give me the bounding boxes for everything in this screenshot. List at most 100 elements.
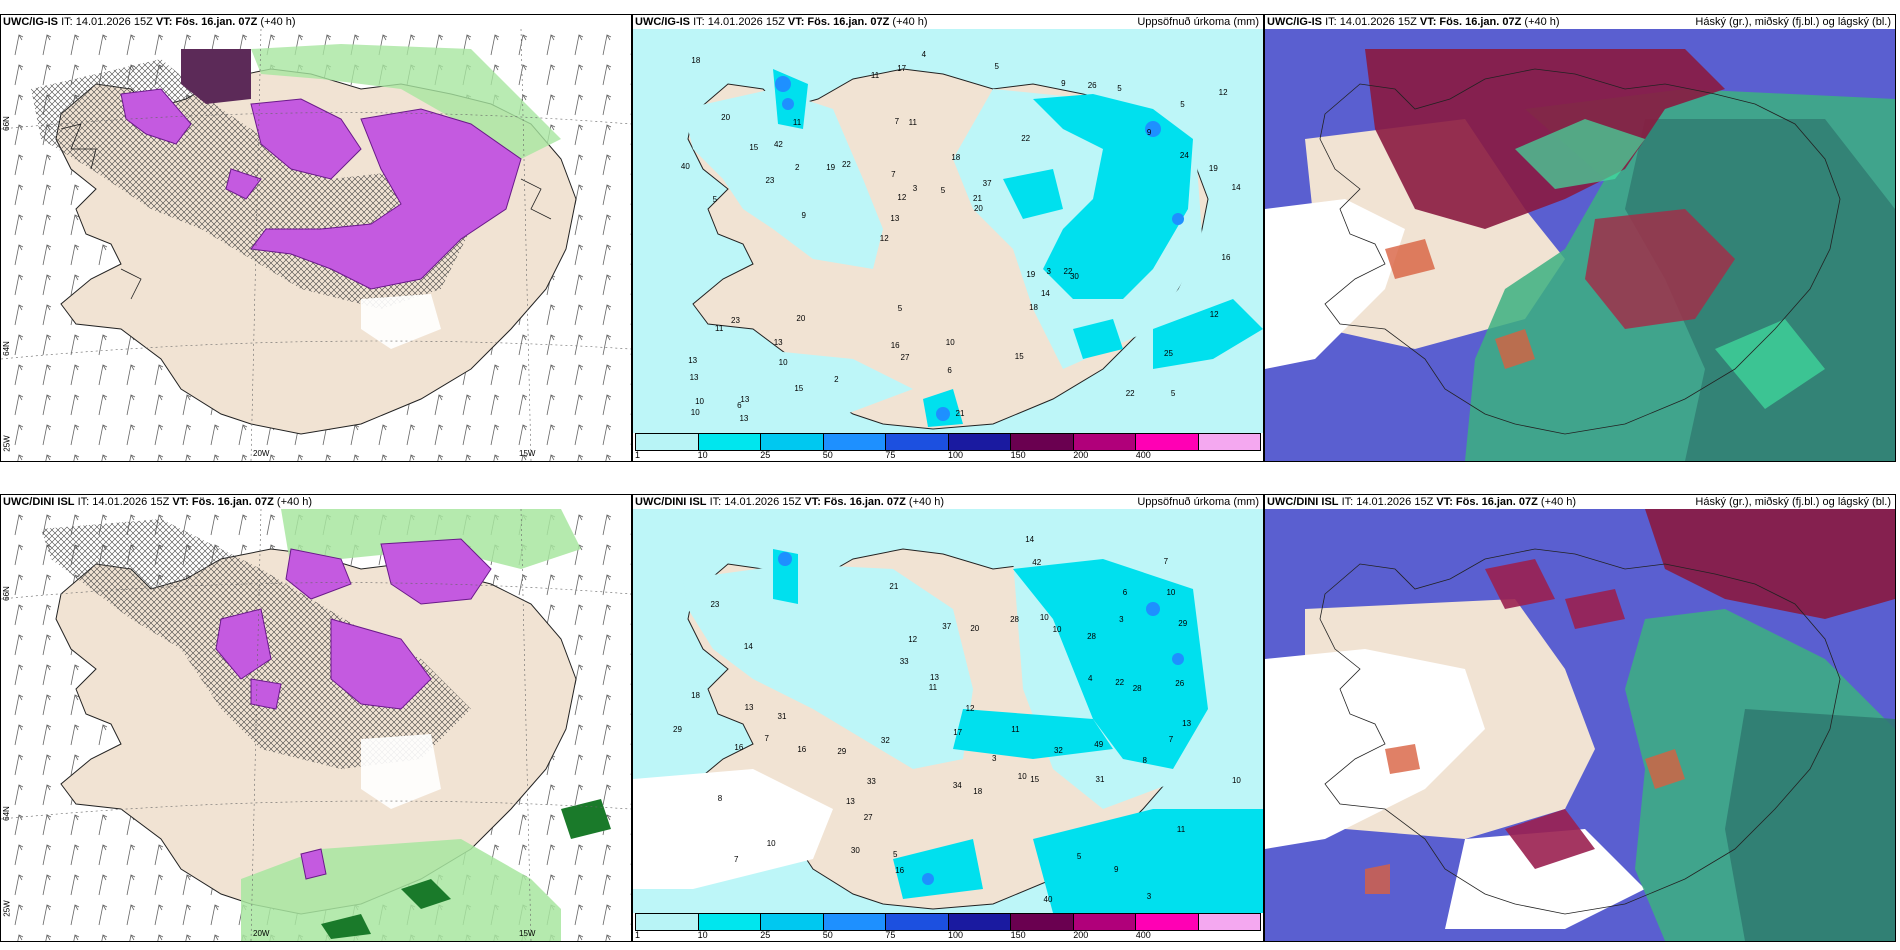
legend-tick: 75 bbox=[885, 930, 896, 940]
precip-value-label: 37 bbox=[982, 179, 992, 189]
precip-value-label: 3 bbox=[1046, 266, 1051, 276]
precip-value-label: 10 bbox=[945, 337, 955, 347]
precip-value-label: 22 bbox=[841, 160, 851, 170]
precip-blue-spots bbox=[775, 76, 1184, 421]
map-area bbox=[1265, 29, 1895, 461]
precip-value-label: 13 bbox=[744, 702, 754, 712]
precip-value-label: 8 bbox=[1142, 755, 1147, 765]
model-name: UWC/DINI ISL bbox=[635, 496, 707, 508]
precip-value-label: 18 bbox=[1029, 303, 1038, 313]
legend-tick: 75 bbox=[885, 450, 896, 460]
precip-cyan-areas bbox=[773, 69, 1263, 427]
lon-label-20: 20W bbox=[253, 929, 270, 938]
mid-cloud-red-2 bbox=[1585, 209, 1735, 329]
lon-label-15: 15W bbox=[519, 929, 536, 938]
precip-value-label: 10 bbox=[766, 838, 776, 848]
precip-value-label: 5 bbox=[1170, 389, 1176, 399]
panel-header: UWC/DINI ISL IT: 14.01.2026 15Z VT: Fös.… bbox=[1, 495, 631, 509]
precip-value-label: 15 bbox=[1014, 352, 1024, 362]
precip-value-label: 32 bbox=[1053, 746, 1063, 756]
precip-value-label: 9 bbox=[1146, 128, 1152, 138]
precip-value-label: 11 bbox=[1176, 824, 1186, 834]
precip-value-label: 28 bbox=[1132, 684, 1142, 694]
precip-value-label: 20 bbox=[970, 624, 980, 634]
precip-value-label: 31 bbox=[777, 711, 787, 721]
precip-value-label: 12 bbox=[908, 634, 918, 644]
precip-value-label: 12 bbox=[965, 704, 975, 714]
precip-value-label: 40 bbox=[680, 162, 690, 172]
map-svg bbox=[1, 508, 631, 941]
precip-value-label: 11 bbox=[1011, 724, 1020, 734]
precip-value-label: 10 bbox=[1166, 587, 1176, 597]
precip-value-label: 17 bbox=[897, 63, 907, 73]
panel-ig-clouds: UWC/IG-IS IT: 14.01.2026 15Z VT: Fös. 16… bbox=[1264, 14, 1896, 462]
panel-subtitle: Háský (gr.), miðský (fj.bl.) og lágský (… bbox=[1695, 16, 1891, 28]
red-spots bbox=[1485, 559, 1625, 869]
precip-value-label: 16 bbox=[797, 745, 807, 755]
precip-value-label: 6 bbox=[947, 365, 952, 375]
high-cloud-dark-teal bbox=[1725, 709, 1895, 941]
map-area: 66N 64N 25W 20W 15W bbox=[1, 28, 631, 461]
white-area bbox=[1265, 199, 1405, 369]
precip-value-label: 24 bbox=[1179, 150, 1189, 160]
init-time: IT: 14.01.2026 15Z bbox=[1341, 496, 1434, 508]
precip-value-label: 10 bbox=[1231, 776, 1241, 786]
precip-value-label: 7 bbox=[734, 854, 739, 864]
precip-value-label: 16 bbox=[895, 866, 905, 876]
green-precip bbox=[251, 44, 561, 159]
dark-purple-area bbox=[181, 49, 251, 104]
legend-ticks: 1 10 25 50 75 100 150 200 400 bbox=[635, 929, 1261, 941]
precip-value-label: 21 bbox=[889, 581, 899, 591]
precip-value-label: 23 bbox=[731, 316, 740, 326]
precip-value-label: 22 bbox=[1115, 677, 1125, 687]
precip-value-label: 31 bbox=[1095, 775, 1105, 785]
lon-label-25: 25W bbox=[2, 900, 12, 917]
precip-value-label: 14 bbox=[743, 642, 753, 652]
map-area bbox=[1265, 509, 1895, 941]
precip-value-label: 17 bbox=[953, 728, 963, 738]
valid-time: VT: Fös. 16.jan. 07Z bbox=[1419, 16, 1522, 28]
high-cloud-dark-teal bbox=[1625, 119, 1895, 461]
lat-label-66: 66N bbox=[1, 586, 11, 601]
legend-color-bar bbox=[635, 433, 1261, 451]
lead-time: (+40 h) bbox=[260, 16, 296, 28]
coastline-detail bbox=[60, 123, 552, 300]
panel-header: UWC/IG-IS IT: 14.01.2026 15Z VT: Fös. 16… bbox=[1265, 15, 1895, 29]
precip-value-label: 13 bbox=[688, 356, 698, 366]
precip-value-label: 9 bbox=[801, 211, 806, 221]
panel-ig-precip: UWC/IG-IS IT: 14.01.2026 15Z VT: Fös. 16… bbox=[632, 14, 1264, 462]
precip-value-label: 42 bbox=[773, 140, 783, 150]
model-name: UWC/DINI ISL bbox=[3, 496, 75, 508]
precip-value-label: 33 bbox=[899, 657, 909, 667]
grid-lines bbox=[1, 28, 631, 461]
precip-value-label: 18 bbox=[691, 55, 701, 65]
precip-value-label: 10 bbox=[778, 357, 788, 367]
precip-value-label: 13 bbox=[930, 673, 939, 683]
precip-blue-spots bbox=[778, 552, 1184, 885]
precip-value-label: 13 bbox=[890, 213, 900, 223]
orange-spots bbox=[1365, 744, 1685, 894]
precip-value-label: 19 bbox=[1026, 269, 1036, 279]
init-time: IT: 14.01.2026 15Z bbox=[709, 496, 802, 508]
precip-value-label: 6 bbox=[737, 400, 742, 410]
precip-legend: 1 10 25 50 75 100 150 200 400 bbox=[633, 433, 1263, 461]
precip-value-label: 5 bbox=[1117, 84, 1122, 94]
precip-value-label: 34 bbox=[952, 781, 962, 791]
precip-value-label: 18 bbox=[691, 690, 700, 700]
valid-time: VT: Fös. 16.jan. 07Z bbox=[155, 16, 258, 28]
valid-time: VT: Fös. 16.jan. 07Z bbox=[804, 496, 906, 508]
precip-value-label: 49 bbox=[1094, 740, 1104, 750]
precip-value-label: 13 bbox=[739, 414, 749, 424]
precip-value-label: 13 bbox=[1182, 719, 1192, 729]
precip-value-label: 8 bbox=[717, 794, 723, 804]
lead-time: (+40 h) bbox=[1524, 16, 1560, 28]
precip-value-label: 26 bbox=[1087, 81, 1097, 91]
precip-value-label: 5 bbox=[897, 303, 903, 313]
precip-value-label: 3 bbox=[1119, 614, 1124, 624]
precip-value-label: 9 bbox=[1061, 79, 1066, 89]
precip-value-label: 21 bbox=[955, 409, 965, 419]
precip-value-label: 9 bbox=[1114, 865, 1119, 875]
precip-value-label: 11 bbox=[792, 118, 802, 128]
precip-value-label: 2 bbox=[834, 374, 839, 384]
precip-value-label: 13 bbox=[845, 797, 855, 807]
